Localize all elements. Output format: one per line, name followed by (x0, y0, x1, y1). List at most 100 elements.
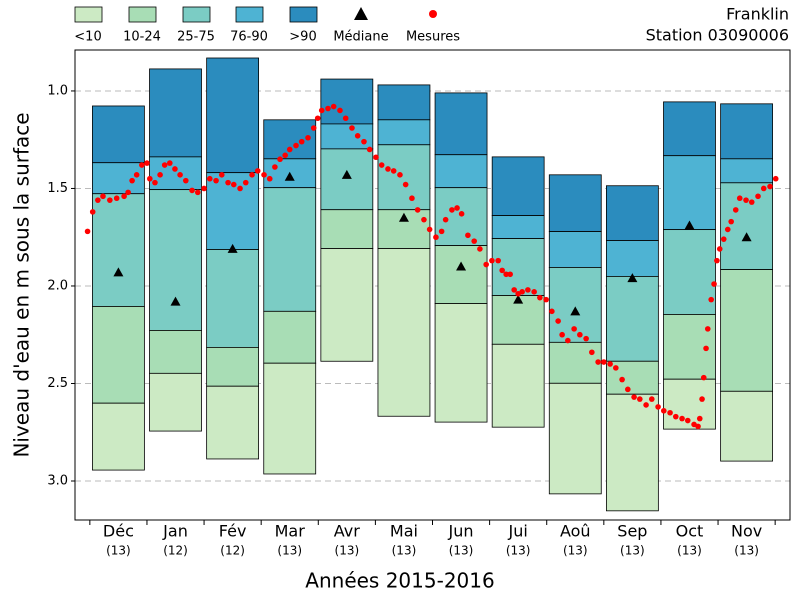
percentile-box (605, 185, 659, 241)
y-tick-label: 3.0 (47, 473, 68, 488)
legend-swatch (74, 6, 103, 23)
percentile-box (491, 238, 545, 296)
percentile-box (263, 187, 317, 312)
x-tick-label: Déc (103, 522, 134, 541)
measure-point (724, 226, 731, 233)
measure-point (449, 207, 455, 213)
percentile-box (434, 187, 488, 247)
measure-point (732, 207, 739, 213)
y-tick-label: 2.0 (47, 278, 68, 293)
measure-point (286, 146, 293, 153)
measure-point (426, 226, 433, 233)
measure-point (672, 413, 679, 420)
median-marker (284, 171, 295, 181)
measure-point (708, 296, 714, 303)
measure-point (442, 216, 449, 223)
measure-point (201, 185, 207, 192)
measure-point (409, 195, 415, 202)
legend-label: <10 (74, 30, 101, 45)
measure-point (684, 417, 691, 424)
measure-point (249, 172, 255, 178)
measure-point (465, 232, 471, 239)
percentile-box (491, 295, 545, 345)
median-marker (170, 296, 181, 306)
measure-point (385, 166, 391, 172)
median-marker (513, 294, 524, 304)
measure-point (293, 142, 299, 149)
x-tick-label: Jan (162, 522, 188, 541)
measure-point (503, 271, 509, 278)
percentile-box (149, 330, 202, 374)
measure-point (161, 162, 168, 168)
measure-point (349, 125, 355, 131)
percentile-box (377, 84, 431, 121)
measure-point (225, 179, 231, 186)
legend-label: >90 (289, 30, 316, 45)
measure-point (254, 168, 261, 174)
percentile-box (92, 306, 145, 404)
percentile-box (149, 68, 202, 158)
measure-point (414, 207, 421, 213)
measure-point (728, 218, 734, 225)
measure-point (107, 197, 113, 203)
y-tick-label: 1.0 (47, 83, 68, 98)
percentile-box (320, 148, 374, 211)
measure-point (113, 195, 120, 202)
measure-point (325, 105, 331, 112)
measure-point (366, 146, 373, 153)
percentile-box (377, 119, 431, 146)
measure-point (330, 103, 337, 110)
measure-point (613, 365, 619, 371)
x-count-label: (13) (392, 544, 417, 558)
measure-point (242, 179, 249, 186)
measure-point (421, 216, 427, 223)
percentile-box (92, 162, 145, 195)
measure-point (549, 308, 555, 315)
measure-point (711, 281, 717, 287)
legend-swatch (128, 6, 157, 23)
plot-frame (74, 49, 791, 521)
legend-median-marker (354, 7, 368, 20)
measure-point (152, 179, 158, 186)
measure-point (237, 185, 243, 192)
chart-subtitle: Station 03090006 (646, 26, 789, 45)
measure-point (194, 189, 201, 196)
measure-point (458, 211, 465, 217)
measure-point (700, 374, 707, 381)
measure-point (583, 335, 589, 342)
x-axis-label: Années 2015-2016 (305, 569, 494, 593)
measure-point (272, 164, 278, 170)
measure-point (589, 349, 595, 356)
measure-point (129, 177, 135, 184)
measure-point (261, 172, 267, 178)
measure-point (390, 168, 397, 174)
x-count-label: (13) (506, 544, 531, 558)
x-count-label: (13) (563, 544, 588, 558)
measure-point (100, 193, 106, 200)
percentile-box (720, 182, 773, 270)
percentile-box (206, 385, 260, 460)
measure-point (354, 133, 361, 139)
x-tick-label: Aoû (560, 522, 591, 541)
x-tick-label: Jui (508, 522, 528, 541)
measure-point (218, 172, 225, 178)
percentile-box (491, 156, 545, 216)
percentile-box (377, 144, 431, 211)
measure-point (555, 318, 561, 324)
legend-swatch (182, 6, 211, 23)
median-marker (398, 212, 409, 222)
measure-point (519, 289, 525, 295)
percentile-box (320, 209, 374, 249)
measure-point (755, 193, 761, 200)
x-count-label: (12) (220, 544, 245, 558)
percentile-box (548, 341, 602, 384)
percentile-box (206, 249, 260, 348)
percentile-box (720, 158, 773, 184)
percentile-box (92, 402, 145, 471)
percentile-box (92, 105, 145, 164)
measure-point (660, 407, 667, 414)
measure-point (373, 154, 379, 161)
x-tick-label: Jun (448, 522, 474, 541)
percentile-box (491, 215, 545, 239)
measure-point (314, 115, 321, 122)
